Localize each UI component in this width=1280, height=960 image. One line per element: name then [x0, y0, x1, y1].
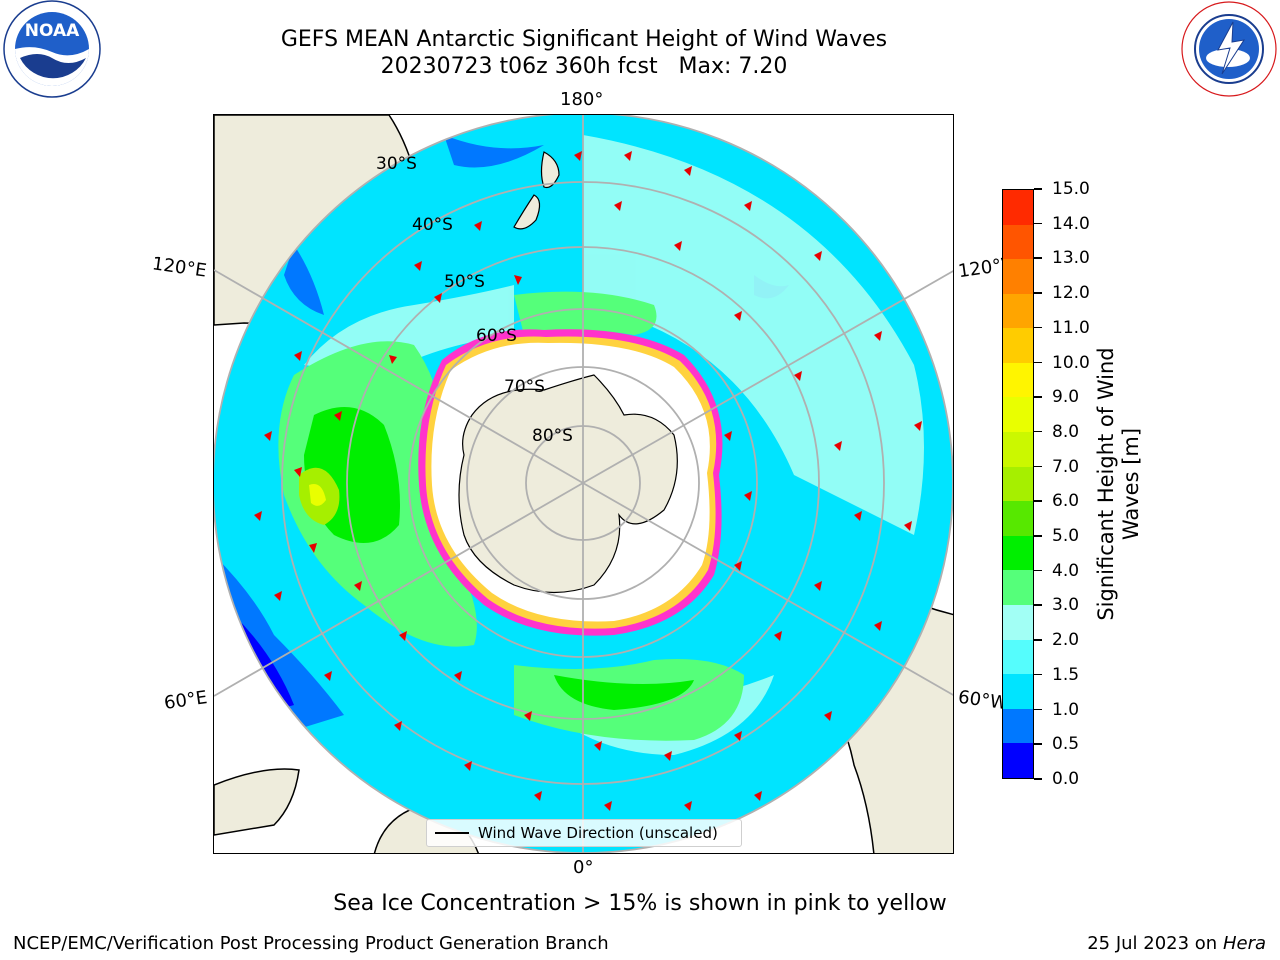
colorbar-segment: [1003, 674, 1033, 709]
svg-text:70°S: 70°S: [504, 377, 545, 397]
colorbar-segment: [1003, 605, 1033, 640]
svg-text:40°S: 40°S: [412, 215, 453, 235]
wind-wave-arrows: [254, 151, 922, 811]
graticule: [214, 115, 953, 853]
colorbar-tick: [1034, 396, 1042, 398]
date-prefix: 25 Jul 2023 on: [1087, 933, 1223, 954]
colorbar-tick-label: 10.0: [1052, 352, 1090, 373]
colorbar-tick: [1034, 778, 1042, 780]
title-line-1: GEFS MEAN Antarctic Significant Height o…: [280, 27, 888, 52]
colorbar-segment: [1003, 259, 1033, 294]
colorbar-tick-label: 5.0: [1052, 526, 1080, 547]
noaa-logo: NOAA: [0, 0, 104, 100]
colorbar-tick: [1034, 326, 1042, 329]
svg-text:NOAA: NOAA: [25, 21, 80, 41]
colorbar-segment: [1003, 328, 1033, 363]
colorbar-tick: [1034, 361, 1042, 364]
lon-label-120e: 120°E: [150, 253, 208, 282]
colorbar-segment: [1003, 432, 1033, 467]
colorbar-tick: [1034, 569, 1042, 572]
colorbar-tick-label: 14.0: [1052, 213, 1090, 234]
legend-line-icon: [435, 832, 469, 834]
sea-ice-note: Sea Ice Concentration > 15% is shown in …: [333, 891, 947, 916]
high-wave-zone-south: [514, 659, 744, 741]
colorbar-segment: [1003, 224, 1033, 260]
svg-text:50°S: 50°S: [444, 272, 485, 292]
colorbar-segment: [1003, 535, 1033, 571]
colorbar-segment: [1003, 293, 1033, 329]
colorbar-segment: [1003, 501, 1033, 536]
colorbar-tick-label: 1.0: [1052, 699, 1080, 720]
colorbar-tick: [1034, 500, 1042, 502]
colorbar-tick: [1034, 292, 1042, 294]
colorbar-tick-label: 13.0: [1052, 248, 1090, 269]
latitude-labels: 30°S 40°S 50°S 60°S 70°S 80°S: [376, 154, 573, 446]
colorbar-tick: [1034, 535, 1042, 537]
colorbar-tick-label: 9.0: [1052, 387, 1080, 408]
polar-map: 30°S 40°S 50°S 60°S 70°S 80°S: [213, 114, 954, 854]
colorbar-tick-label: 7.0: [1052, 456, 1080, 477]
date-machine: Hera: [1222, 933, 1266, 954]
colorbar-tick: [1034, 639, 1042, 641]
colorbar-tick-label: 4.0: [1052, 560, 1080, 581]
colorbar-tick-label: 0.5: [1052, 734, 1080, 755]
colorbar-tick: [1034, 708, 1042, 711]
colorbar-tick: [1034, 743, 1042, 745]
date-stamp: 25 Jul 2023 on Hera: [1087, 933, 1266, 954]
colorbar-tick: [1034, 222, 1042, 225]
colorbar-tick-label: 6.0: [1052, 491, 1080, 512]
lon-label-bottom: 0°: [573, 857, 594, 878]
legend-label: Wind Wave Direction (unscaled): [478, 824, 718, 842]
colorbar-tick: [1034, 604, 1042, 606]
nws-logo: [1178, 0, 1280, 100]
colorbar-label: Significant Height of Wind Waves [m]: [1094, 347, 1143, 621]
colorbar-segment: [1003, 570, 1033, 606]
colorbar-tick: [1034, 257, 1042, 259]
colorbar-tick-label: 11.0: [1052, 317, 1090, 338]
svg-text:80°S: 80°S: [532, 426, 573, 446]
colorbar: [1002, 189, 1034, 779]
colorbar-tick-label: 12.0: [1052, 283, 1090, 304]
colorbar-segment: [1003, 708, 1033, 744]
colorbar-tick-label: 8.0: [1052, 421, 1080, 442]
colorbar-segment: [1003, 397, 1033, 433]
colorbar-tick-label: 15.0: [1052, 179, 1090, 199]
title-line-2: 20230723 t06z 360h fcst Max: 7.20: [380, 54, 788, 79]
lon-label-top: 180°: [560, 89, 604, 110]
colorbar-tick: [1034, 430, 1042, 433]
map-title: GEFS MEAN Antarctic Significant Height o…: [0, 26, 1168, 80]
credit-text: NCEP/EMC/Verification Post Processing Pr…: [13, 933, 609, 954]
colorbar-tick-label: 1.5: [1052, 664, 1080, 685]
colorbar-tick-label: 3.0: [1052, 595, 1080, 616]
new-zealand: [513, 151, 560, 230]
colorbar-segment: [1003, 362, 1033, 398]
colorbar-tick: [1034, 673, 1042, 676]
map-legend: Wind Wave Direction (unscaled): [426, 819, 742, 847]
colorbar-segment: [1003, 743, 1033, 778]
colorbar-tick-label: 0.0: [1052, 769, 1080, 789]
colorbar-tick-label: 2.0: [1052, 630, 1080, 651]
colorbar-segment: [1003, 639, 1033, 675]
svg-text:30°S: 30°S: [376, 154, 417, 174]
colorbar-tick: [1034, 465, 1042, 468]
colorbar-tick: [1034, 188, 1042, 190]
svg-text:60°S: 60°S: [476, 326, 517, 346]
lon-label-60e: 60°E: [162, 687, 209, 714]
colorbar-segment: [1003, 189, 1033, 225]
colorbar-segment: [1003, 466, 1033, 502]
